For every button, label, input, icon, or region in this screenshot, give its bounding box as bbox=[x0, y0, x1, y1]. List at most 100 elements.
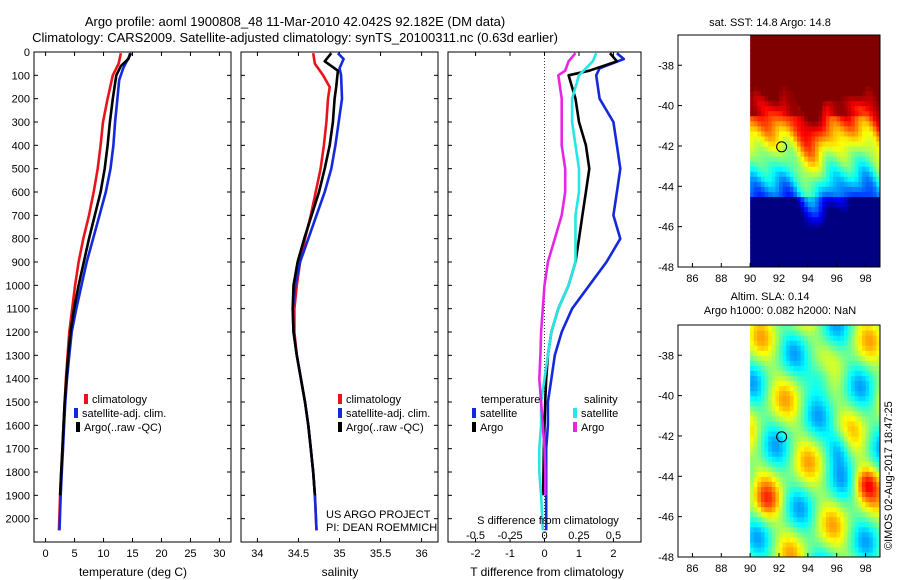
heatmap-cell bbox=[750, 140, 755, 147]
heatmap-cell bbox=[753, 75, 758, 81]
heatmap-cell bbox=[865, 546, 870, 553]
heatmap-cell bbox=[811, 55, 816, 61]
heatmap-cell bbox=[818, 531, 823, 538]
heatmap-cell bbox=[786, 441, 791, 447]
heatmap-cell bbox=[768, 521, 773, 528]
heatmap-cell bbox=[854, 330, 859, 336]
heatmap-cell bbox=[768, 196, 773, 203]
heatmap-cell bbox=[854, 120, 859, 127]
heatmap-cell bbox=[757, 45, 762, 51]
heatmap-cell bbox=[843, 110, 849, 117]
heatmap-cell bbox=[865, 476, 870, 482]
heatmap-cell bbox=[822, 370, 827, 377]
heatmap-cell bbox=[829, 85, 834, 92]
heatmap-cell bbox=[822, 546, 827, 553]
heatmap-cell bbox=[829, 145, 834, 152]
heatmap-cell bbox=[876, 481, 880, 487]
heatmap-cell bbox=[797, 446, 802, 452]
legend-label-satellite: satellite-adj. clim. bbox=[346, 408, 430, 420]
heatmap-cell bbox=[836, 135, 841, 142]
s-diff-tick-label: -0.5 bbox=[466, 530, 485, 542]
heatmap-cell bbox=[757, 435, 762, 442]
heatmap-cell bbox=[768, 506, 773, 513]
heatmap-cell bbox=[757, 55, 762, 61]
heatmap-cell bbox=[786, 100, 791, 107]
heatmap-cell bbox=[753, 511, 758, 518]
heatmap-cell bbox=[779, 191, 784, 197]
heatmap-cell bbox=[807, 186, 813, 192]
heatmap-cell bbox=[782, 531, 787, 538]
heatmap-cell bbox=[847, 120, 852, 127]
heatmap-cell bbox=[858, 251, 863, 258]
heatmap-cell bbox=[815, 65, 820, 71]
difference-panel: -2 -1 0 1 2 -0.5 -0.25 0 0.25 0.5 S difference f… bbox=[447, 51, 642, 579]
heatmap-cell bbox=[825, 531, 831, 538]
heatmap-cell bbox=[764, 491, 769, 498]
heatmap-cell bbox=[779, 380, 784, 387]
heatmap-cell bbox=[847, 191, 852, 197]
heatmap-cell bbox=[847, 55, 852, 61]
heatmap-cell bbox=[789, 40, 795, 46]
heatmap-cell bbox=[840, 400, 845, 407]
heatmap-cell bbox=[833, 456, 838, 462]
heatmap-cell bbox=[800, 80, 805, 87]
heatmap-cell bbox=[757, 345, 762, 351]
heatmap-cell bbox=[861, 125, 867, 132]
heatmap-cell bbox=[818, 55, 823, 61]
legend-label-satellite: satellite-adj. clim. bbox=[82, 408, 166, 420]
temperature-axis-label: temperature (deg C) bbox=[79, 565, 187, 579]
heatmap-cell bbox=[800, 501, 805, 508]
heatmap-cell bbox=[829, 415, 834, 422]
heatmap-cell bbox=[858, 476, 863, 482]
heatmap-cell bbox=[840, 216, 845, 223]
heatmap-cell bbox=[782, 216, 787, 223]
heatmap-cell bbox=[865, 65, 870, 71]
heatmap-cell bbox=[843, 350, 849, 356]
heatmap-cell bbox=[822, 221, 827, 228]
heatmap-cell bbox=[865, 491, 870, 498]
heatmap-cell bbox=[786, 65, 791, 71]
heatmap-cell bbox=[869, 501, 874, 508]
heatmap-cell bbox=[865, 246, 870, 253]
heatmap-cell bbox=[872, 410, 877, 417]
heatmap-cell bbox=[876, 236, 880, 243]
heatmap-cell bbox=[829, 115, 834, 122]
heatmap-cell bbox=[779, 365, 784, 371]
heatmap-cell bbox=[782, 40, 787, 46]
heatmap-cell bbox=[804, 526, 809, 533]
heatmap-cell bbox=[829, 451, 834, 457]
heatmap-cell bbox=[753, 476, 758, 482]
heatmap-cell bbox=[833, 435, 838, 442]
heatmap-cell bbox=[768, 335, 773, 341]
heatmap-cell bbox=[833, 95, 838, 102]
heatmap-cell bbox=[861, 435, 867, 442]
heatmap-cell bbox=[818, 75, 823, 81]
heatmap-cell bbox=[753, 340, 758, 346]
heatmap-cell bbox=[753, 221, 758, 228]
heatmap-cell bbox=[789, 531, 795, 538]
heatmap-cell bbox=[753, 241, 758, 248]
heatmap-cell bbox=[865, 415, 870, 422]
heatmap-cell bbox=[865, 191, 870, 197]
heatmap-cell bbox=[771, 105, 776, 112]
heatmap-cell bbox=[811, 256, 816, 263]
heatmap-cell bbox=[847, 541, 852, 548]
lat-tick-label: -38 bbox=[658, 60, 674, 72]
heatmap-cell bbox=[768, 226, 773, 233]
depth-tick-label: 1500 bbox=[6, 397, 30, 409]
heatmap-cell bbox=[833, 241, 838, 248]
heatmap-cell bbox=[768, 415, 773, 422]
heatmap-cell bbox=[804, 206, 809, 213]
heatmap-cell bbox=[800, 551, 805, 557]
heatmap-cell bbox=[851, 211, 856, 218]
heatmap-cell bbox=[825, 110, 831, 117]
heatmap-cell bbox=[854, 430, 859, 437]
heatmap-cell bbox=[829, 216, 834, 223]
heatmap-cell bbox=[843, 410, 849, 417]
heatmap-cell bbox=[782, 420, 787, 427]
heatmap-cell bbox=[775, 365, 780, 371]
heatmap-cell bbox=[825, 385, 831, 392]
heatmap-cell bbox=[858, 161, 863, 167]
heatmap-cell bbox=[771, 370, 776, 377]
heatmap-cell bbox=[771, 491, 776, 498]
